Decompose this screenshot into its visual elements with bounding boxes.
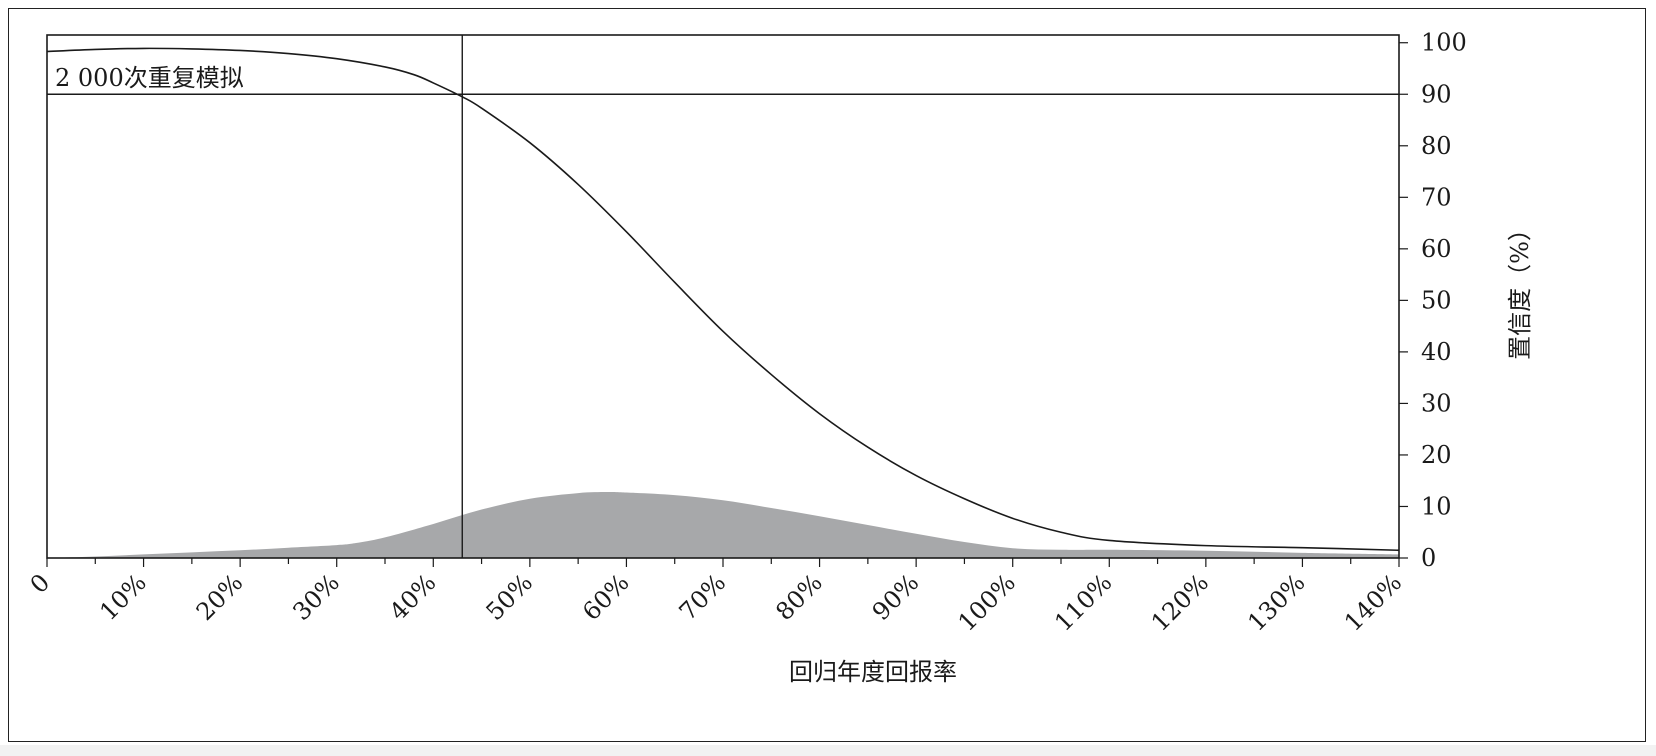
y-tick-label: 20 — [1421, 441, 1452, 469]
y-axis-label: 置信度（%） — [1506, 217, 1534, 360]
simulation-annotation: 2 000次重复模拟 — [55, 64, 244, 92]
plot-border — [46, 34, 1400, 559]
x-tick-label: 70% — [674, 568, 732, 626]
x-tick-label: 90% — [867, 568, 925, 626]
confidence-curve — [46, 47, 1400, 552]
x-tick-label: 10% — [94, 568, 152, 626]
x-tick-label: 50% — [481, 568, 539, 626]
x-tick-label: 20% — [191, 568, 249, 626]
x-tick-label: 100% — [953, 568, 1021, 636]
y-tick-label: 40 — [1421, 338, 1452, 366]
x-tick-label: 30% — [287, 568, 345, 626]
x-tick-label: 0 — [25, 568, 56, 599]
y-tick-label: 0 — [1421, 544, 1436, 572]
x-tick-label: 120% — [1146, 568, 1214, 636]
x-tick-label: 80% — [770, 568, 828, 626]
line-layer — [46, 47, 1400, 552]
y-tick-label: 50 — [1421, 286, 1452, 314]
y-tick-label: 10 — [1421, 492, 1452, 520]
y-tick-label: 60 — [1421, 235, 1452, 263]
distribution-area — [47, 492, 1399, 558]
area-layer — [47, 492, 1399, 558]
x-axis: 0 10% 20% 30% 40% 50% 60% 70% 80% 90% 100% 110% 120%… — [25, 558, 1407, 637]
y-tick-label: 30 — [1421, 389, 1452, 417]
x-tick-label: 60% — [577, 568, 635, 626]
y-axis: 0 10 20 30 40 50 60 70 80 90 100 — [1399, 29, 1467, 572]
x-tick-label: 130% — [1242, 568, 1310, 636]
x-tick-label: 40% — [384, 568, 442, 626]
y-tick-label: 90 — [1421, 80, 1452, 108]
y-tick-label: 100 — [1421, 29, 1467, 57]
reference-lines — [47, 35, 1399, 558]
x-axis-label: 回归年度回报率 — [789, 658, 957, 686]
x-tick-label: 110% — [1049, 568, 1117, 636]
y-tick-label: 80 — [1421, 132, 1452, 160]
chart-frame — [8, 8, 1646, 742]
bottom-strip — [0, 745, 1656, 756]
x-tick-label: 140% — [1339, 568, 1407, 636]
y-tick-label: 70 — [1421, 183, 1452, 211]
